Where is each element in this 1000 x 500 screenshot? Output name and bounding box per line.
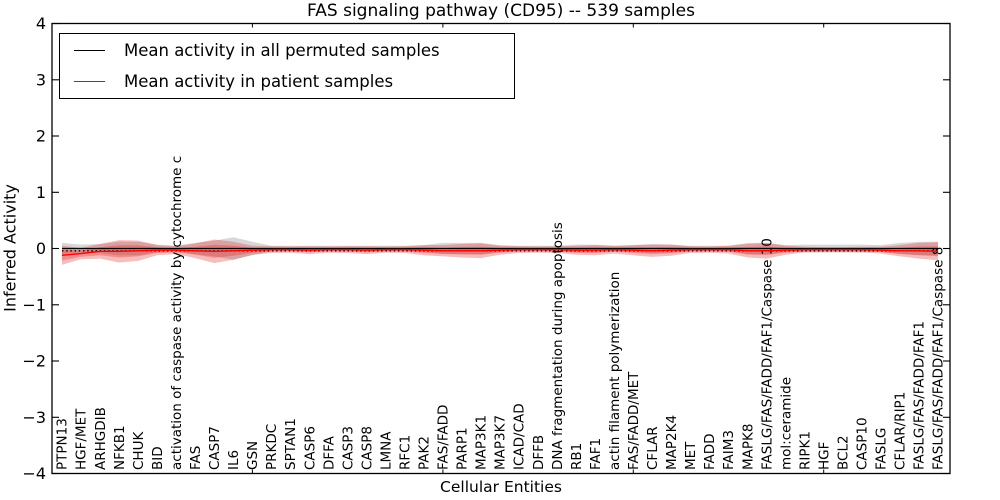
x-tick-label: LMNA — [378, 431, 394, 470]
x-tick-label: BID — [150, 446, 166, 470]
y-tick-label: 1 — [36, 183, 46, 202]
patient-mean-line — [61, 248, 939, 256]
x-tick-label: FADD — [702, 433, 718, 470]
y-tick-label: −3 — [22, 408, 46, 427]
y-tick-label: 4 — [36, 14, 46, 33]
y-tick-label: −4 — [22, 464, 46, 483]
x-tick-label: PRKDC — [264, 424, 280, 470]
x-tick-label: FASLG/FAS/FADD/FAF1/Caspase 10 — [759, 238, 775, 470]
y-axis-title: Inferred Activity — [0, 184, 20, 312]
legend-label-permuted: Mean activity in all permuted samples — [124, 41, 440, 61]
x-tick-label: NFKB1 — [112, 425, 128, 470]
x-tick-label: DFFB — [531, 435, 547, 470]
legend-row-patient: Mean activity in patient samples — [60, 67, 514, 95]
x-tick-label: FASLG — [874, 428, 890, 470]
x-tick-label: actin filament polymerization — [607, 272, 623, 470]
x-tick-label: PARP1 — [455, 427, 471, 470]
x-tick-label: FAS — [188, 446, 204, 470]
chart-title: FAS signaling pathway (CD95) -- 539 samp… — [307, 1, 695, 21]
legend-line-permuted-icon — [74, 50, 105, 52]
x-tick-label: SPTAN1 — [283, 418, 299, 470]
y-tick-label: −2 — [22, 352, 46, 371]
x-tick-label: HGF/MET — [74, 408, 90, 470]
x-tick-label: FAS/FADD — [436, 405, 452, 470]
x-tick-label: FASLG/FAS/FADD/FAF1/Caspase 8 — [931, 247, 947, 470]
y-tick-label: 3 — [36, 70, 46, 89]
x-tick-label: MET — [683, 441, 699, 470]
x-tick-label: BCL2 — [836, 435, 852, 470]
x-tick-label: CFLAR/RIP1 — [893, 392, 909, 470]
x-tick-label: FAF1 — [588, 438, 604, 470]
x-tick-label: DFFA — [321, 435, 337, 470]
x-tick-label: activation of caspase activity by cytoch… — [169, 156, 185, 470]
legend-label-patient: Mean activity in patient samples — [124, 71, 394, 91]
patient-std-band — [62, 239, 938, 265]
x-tick-label: CASP6 — [302, 426, 318, 470]
x-tick-label: GSN — [245, 441, 261, 470]
x-tick-label: HGF — [816, 442, 832, 470]
x-tick-label: ICAD/CAD — [512, 403, 528, 470]
x-tick-label: RFC1 — [398, 435, 414, 470]
x-tick-label: MAP2K4 — [664, 415, 680, 470]
x-tick-label: CASP10 — [855, 417, 871, 470]
x-tick-label: CHUK — [131, 431, 147, 470]
x-tick-label: CASP8 — [359, 426, 375, 470]
x-tick-label: RB1 — [569, 443, 585, 470]
legend: Mean activity in all permuted samples Me… — [59, 33, 515, 99]
x-tick-label: CASP7 — [207, 426, 223, 470]
x-tick-label: MAP3K1 — [474, 415, 490, 470]
x-tick-label: FASLG/FAS/FADD/FAF1 — [912, 321, 928, 470]
x-tick-label: mol:ceramide — [778, 377, 794, 470]
x-tick-label: MAP3K7 — [493, 415, 509, 470]
x-tick-label: FAIM3 — [721, 430, 737, 470]
x-tick-label: DNA fragmentation during apoptosis — [550, 222, 566, 470]
y-tick-label: −1 — [22, 295, 46, 314]
x-tick-label: PAK2 — [417, 436, 433, 470]
x-tick-label: MAPK8 — [740, 424, 756, 470]
x-tick-label: CASP3 — [340, 426, 356, 470]
x-tick-label: CFLAR — [645, 426, 661, 470]
x-tick-label: FAS/FADD/MET — [626, 371, 642, 470]
y-tick-label: 0 — [36, 239, 46, 258]
y-tick-label: 2 — [36, 127, 46, 146]
legend-row-permuted: Mean activity in all permuted samples — [60, 37, 514, 65]
x-tick-label: RIPK1 — [797, 431, 813, 470]
x-tick-label: IL6 — [226, 450, 242, 470]
x-tick-label: PTPN13 — [55, 418, 71, 470]
x-axis-title: Cellular Entities — [440, 478, 562, 496]
legend-line-patient-icon — [74, 80, 105, 82]
x-tick-label: ARHGDIB — [93, 407, 109, 470]
